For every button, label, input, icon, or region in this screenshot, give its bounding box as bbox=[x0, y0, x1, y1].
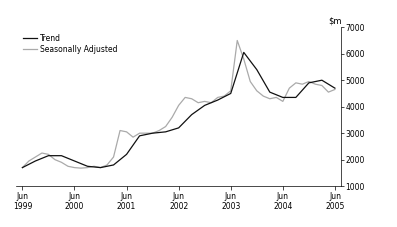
Legend: Trend, Seasonally Adjusted: Trend, Seasonally Adjusted bbox=[20, 31, 120, 57]
Text: $m: $m bbox=[328, 17, 341, 26]
